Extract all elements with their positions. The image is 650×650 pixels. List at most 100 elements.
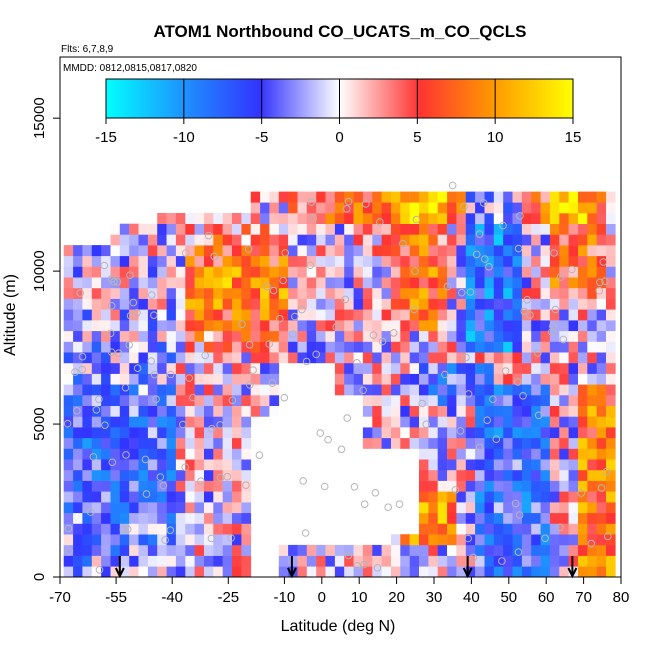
heatmap-cell [157,437,167,449]
heatmap-cell [409,395,420,406]
heatmap-cell [232,459,242,471]
heatmap-cell [540,544,551,556]
heatmap-cell [129,245,139,257]
heatmap-cell [456,502,467,514]
heatmap-cell [232,523,242,535]
sample-circle [595,286,604,295]
heatmap-cell [129,491,139,503]
heatmap-cell [578,566,588,577]
heatmap-cell [456,309,467,321]
sample-circle [64,524,73,533]
heatmap-cell [110,384,121,396]
colorbar-tick-label: 5 [413,129,421,146]
heatmap-cell [465,277,476,289]
heatmap-cell [362,320,373,332]
heatmap-cell [138,534,149,546]
heatmap-cell [194,245,205,257]
heatmap-cell [91,459,102,471]
heatmap-cell [606,266,616,278]
sample-circle [228,396,237,405]
sample-circle [441,370,449,379]
heatmap-cell [91,416,102,428]
flight-arrow-head [462,567,473,579]
heatmap-cell [493,395,504,406]
heatmap-cell [101,534,111,546]
heatmap-cell [101,448,111,460]
heatmap-cell [568,287,579,299]
heatmap-cell [503,277,513,289]
heatmap-cell [475,416,485,428]
heatmap-cell [391,534,401,546]
sample-circle [255,451,264,460]
heatmap-cell [456,395,467,406]
heatmap-cell [437,512,448,524]
heatmap-cell [306,191,317,203]
heatmap-cell [232,469,242,481]
heatmap-cell [596,534,607,546]
heatmap-cell [503,534,513,546]
heatmap-cell [166,544,177,556]
heatmap-cell [531,191,541,203]
heatmap-cell [185,330,195,342]
heatmap-cell [419,298,429,310]
heatmap-cell [540,287,551,299]
heatmap-cell [512,277,523,289]
heatmap-cell [512,384,523,396]
heatmap-cell [250,341,261,353]
heatmap-cell [175,566,186,577]
sample-circle [359,386,367,395]
heatmap-cell [465,191,476,203]
heatmap-cell [91,480,102,492]
heatmap-cell [596,459,607,471]
heatmap-cell [119,395,130,406]
heatmap-cell [91,512,102,524]
heatmap-cell [82,523,92,535]
heatmap-cell [334,566,345,577]
heatmap-cell [456,223,467,235]
sample-circle [549,322,557,330]
sample-circle [324,435,332,444]
heatmap-cell [456,320,467,332]
heatmap-cell [194,437,205,449]
sample-circle [306,261,315,270]
heatmap-cell [166,266,177,278]
heatmap-cell [372,234,382,246]
heatmap-cell [63,427,74,439]
heatmap-cell [269,330,280,342]
sample-circle [515,511,524,519]
heatmap-cell [297,191,308,203]
heatmap-cell [428,534,439,546]
heatmap-cell [119,459,130,471]
heatmap-cell [344,245,354,257]
sample-circle [412,215,421,224]
heatmap-cell [157,298,167,310]
heatmap-cell [241,341,252,353]
heatmap-cell [213,341,223,353]
heatmap-cell [447,437,457,449]
heatmap-cell [185,277,195,289]
flight-arrow-head [286,567,297,579]
heatmap-cell [175,330,186,342]
sample-circle [161,536,169,544]
heatmap-cell [381,202,392,214]
heatmap-cell [260,287,270,299]
sample-circle [249,366,257,374]
heatmap-cell [437,362,448,374]
heatmap-cell [250,395,261,406]
heatmap-cell [63,469,74,481]
heatmap-cell [73,309,83,321]
heatmap-cell [101,555,111,567]
sample-circle [63,419,72,428]
heatmap-cell [222,555,233,567]
heatmap-cell [316,352,326,364]
heatmap-cell [278,555,289,567]
heatmap-cell [400,320,410,332]
heatmap-cell [484,234,495,246]
heatmap-cell [456,287,467,299]
heatmap-cell [465,405,476,417]
heatmap-cell [344,266,354,278]
heatmap-cell [110,427,121,439]
heatmap-cell [465,416,476,428]
heatmap-cell [447,202,457,214]
heatmap-cell [166,330,177,342]
